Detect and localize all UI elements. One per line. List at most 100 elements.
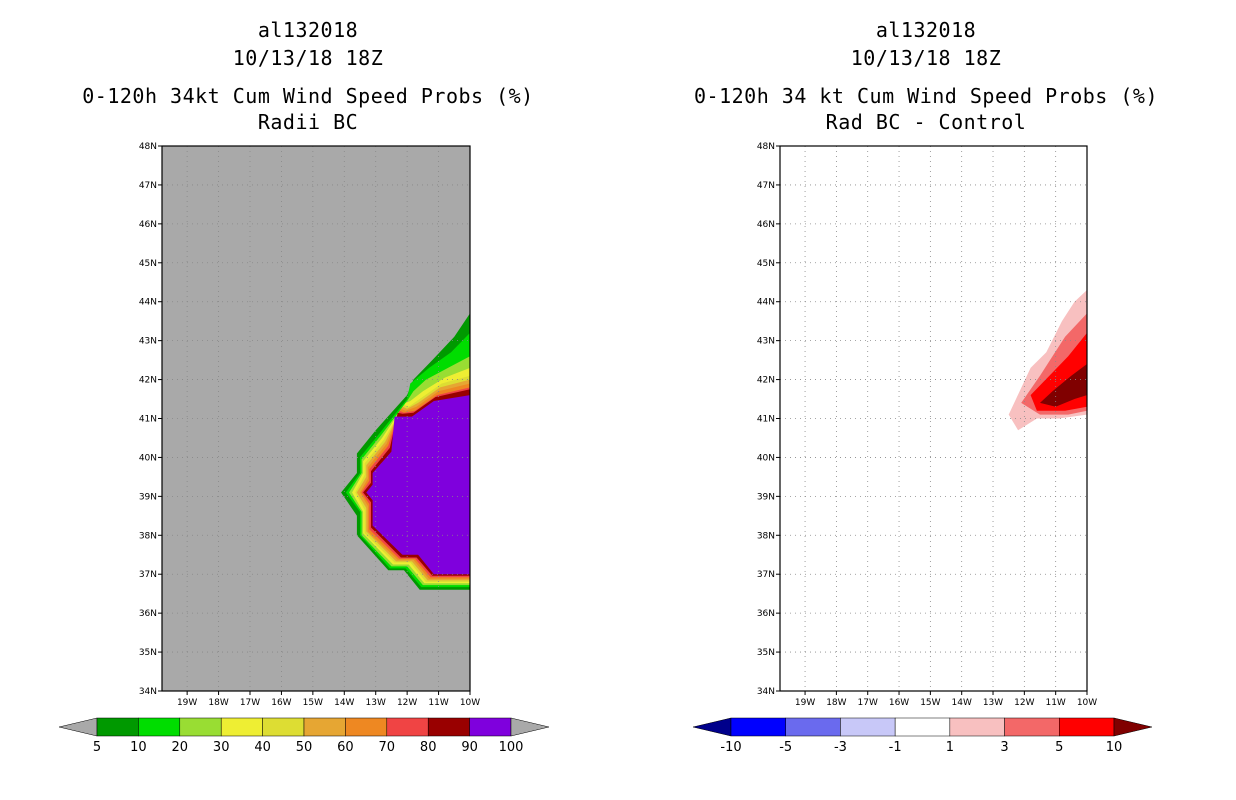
colorbar-box [345,717,388,737]
right-chart-title: 0-120h 34 kt Cum Wind Speed Probs (%) [693,84,1159,108]
x-tick-label: 12W [1014,698,1034,708]
x-tick-label: 14W [334,698,354,708]
chart-panel-2: 34N 35N 36N 37N 38N 39N 40N 41N 42N 43N 44N 45N 46N 4… [692,142,1153,755]
colorbar: 5 10 20 30 40 50 60 70 80 90 100 [58,717,550,755]
y-tick-label: 45N [139,259,157,269]
left-chart-title: 0-120h 34kt Cum Wind Speed Probs (%) [82,84,534,108]
colorbar-label: 10 [1106,740,1123,755]
colorbar-box [179,717,222,737]
y-tick-label: 36N [139,609,157,619]
x-tick-label: 11W [1045,698,1065,708]
x-tick-label: 10W [1077,698,1097,708]
x-tick-label: 12W [397,698,417,708]
x-tick-label: 13W [366,698,386,708]
right-chart-subtitle: Rad BC - Control [825,110,1027,134]
colorbar-label: 40 [254,740,271,755]
x-tick-label: 13W [983,698,1003,708]
y-tick-label: 40N [139,453,157,463]
y-tick-label: 35N [139,648,157,658]
y-tick-label: 37N [139,570,157,580]
y-tick-label: 42N [139,376,157,386]
colorbar: -10 -5 -3 -1 1 3 5 10 [692,717,1153,755]
contour-layer [341,313,470,590]
y-tick-label: 37N [757,570,775,580]
chart-panel-1: 34N 35N 36N 37N 38N 39N 40N 41N 42N 43N 44N 45N 46N 4… [58,142,550,755]
x-tick-label: 17W [240,698,260,708]
colorbar-box [949,717,1005,737]
y-tick-label: 48N [757,142,775,152]
colorbar-box [894,717,951,737]
y-tick-label: 46N [139,220,157,230]
colorbar-label: -5 [779,740,792,755]
colorbar-label: 70 [379,740,396,755]
colorbar-box [427,717,470,737]
y-tick-label: 34N [757,687,775,697]
right-datetime: 10/13/18 18Z [850,46,1002,70]
colorbar-label: 5 [1055,740,1063,755]
left-datetime: 10/13/18 18Z [232,46,384,70]
x-tick-label: 10W [460,698,480,708]
x-tick-label: 18W [208,698,228,708]
x-tick-label: 14W [952,698,972,708]
y-tick-label: 34N [139,687,157,697]
colorbar-box [840,717,896,737]
y-tick-label: 35N [757,648,775,658]
colorbar-low-arrow [58,717,98,737]
x-tick-label: 17W [858,698,878,708]
y-tick-label: 43N [139,337,157,347]
left-chart-subtitle: Radii BC [257,110,359,134]
colorbar-label: -1 [889,740,902,755]
y-tick-label: 42N [757,376,775,386]
y-tick-label: 41N [139,415,157,425]
colorbar-label: -3 [834,740,847,755]
colorbar-box [386,717,429,737]
colorbar-box [138,717,181,737]
colorbar-label: 60 [337,740,354,755]
colorbar-box [1004,717,1060,737]
colorbar-box [303,717,346,737]
colorbar-box [469,717,512,737]
y-tick-label: 45N [757,259,775,269]
y-tick-label: 47N [139,181,157,191]
y-tick-label: 40N [757,453,775,463]
contour-10 [1040,364,1087,407]
colorbar-label: 3 [1000,740,1008,755]
y-tick-label: 39N [757,492,775,502]
colorbar-label: -10 [720,740,741,755]
colorbar-low-arrow [692,717,732,737]
y-tick-label: 46N [757,220,775,230]
colorbar-high-arrow [510,717,550,737]
colorbar-box [785,717,841,737]
colorbar-label: 10 [130,740,147,755]
contour-90 [366,395,470,575]
x-tick-label: 16W [889,698,909,708]
x-tick-label: 16W [271,698,291,708]
right-title-block: al132018 10/13/18 18Z 0-120h 34 kt Cum W… [626,16,1226,134]
colorbar-box [96,717,139,737]
y-tick-label: 41N [757,415,775,425]
colorbar-box [262,717,305,737]
y-tick-label: 43N [757,337,775,347]
colorbar-label: 50 [296,740,313,755]
y-tick-label: 39N [139,492,157,502]
colorbar-box [730,717,786,737]
x-tick-label: 11W [428,698,448,708]
colorbar-box [220,717,263,737]
colorbar-label: 80 [420,740,437,755]
y-tick-label: 38N [139,531,157,541]
right-storm-id: al132018 [875,18,977,42]
y-tick-label: 48N [139,142,157,152]
colorbar-label: 90 [461,740,478,755]
y-tick-label: 47N [757,181,775,191]
y-tick-label: 44N [139,298,157,308]
y-tick-label: 38N [757,531,775,541]
colorbar-label: 30 [213,740,230,755]
colorbar-high-arrow [1113,717,1153,737]
x-tick-label: 15W [303,698,323,708]
x-tick-label: 19W [795,698,815,708]
colorbar-label: 20 [172,740,189,755]
colorbar-label: 100 [499,740,524,755]
y-tick-label: 44N [757,298,775,308]
y-tick-label: 36N [757,609,775,619]
